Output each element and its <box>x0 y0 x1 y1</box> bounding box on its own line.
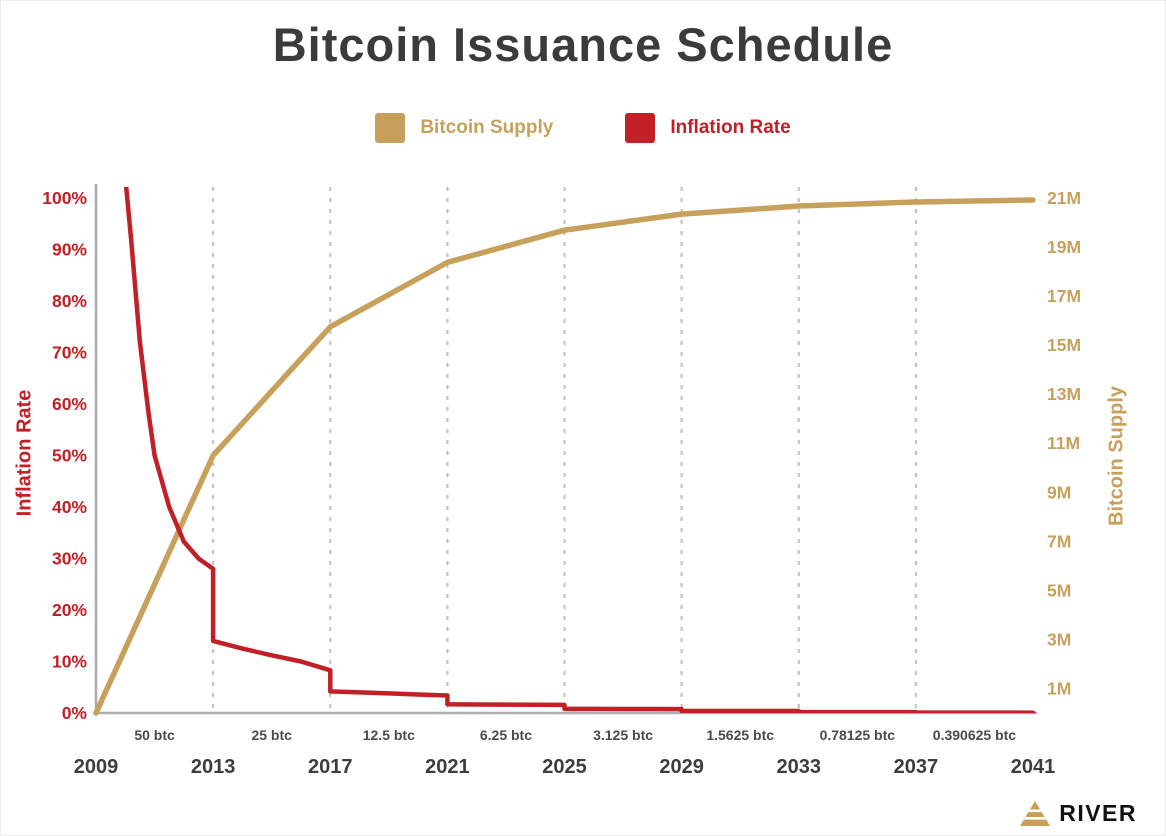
right-tick-label: 11M <box>1047 433 1080 453</box>
left-tick-label: 10% <box>52 652 87 672</box>
reward-labels: 50 btc 25 btc 12.5 btc 6.25 btc 3.125 btc 1.5… <box>134 727 1016 743</box>
left-tick-label: 100% <box>42 188 87 208</box>
halving-gridlines <box>212 187 917 712</box>
river-logo-icon <box>1020 801 1051 826</box>
inflation-line <box>123 187 1036 713</box>
right-tick-label: 7M <box>1047 531 1071 551</box>
x-tick-label: 2013 <box>191 756 236 778</box>
supply-legend-swatch <box>375 113 406 143</box>
x-tick-label: 2009 <box>74 756 119 778</box>
right-tick-label: 5M <box>1047 580 1071 600</box>
right-tick-label: 15M <box>1047 335 1081 355</box>
left-tick-label: 30% <box>52 549 87 569</box>
reward-label: 0.78125 btc <box>820 727 896 743</box>
axis-lines <box>94 184 1037 715</box>
reward-label: 1.5625 btc <box>706 727 774 743</box>
chart-title: Bitcoin Issuance Schedule <box>272 18 894 71</box>
left-tick-label: 70% <box>52 343 87 363</box>
x-tick-label: 2021 <box>425 756 470 778</box>
river-logo-text: RIVER <box>1059 800 1137 826</box>
right-tick-label: 13M <box>1047 384 1081 404</box>
reward-label: 12.5 btc <box>363 727 415 743</box>
inflation-legend-label: Inflation Rate <box>670 117 791 138</box>
supply-line <box>93 197 1036 716</box>
left-tick-label: 0% <box>62 703 88 723</box>
x-tick-label: 2017 <box>308 756 353 778</box>
right-tick-label: 3M <box>1047 629 1071 649</box>
x-tick-label: 2029 <box>659 756 704 778</box>
supply-legend-label: Bitcoin Supply <box>420 117 554 138</box>
left-axis-ticks: 100% 90% 80% 70% 60% 50% 40% 30% 20% 10% 0% <box>42 188 87 723</box>
legend-item-supply: Bitcoin Supply <box>375 113 553 143</box>
reward-label: 3.125 btc <box>593 727 653 743</box>
river-logo: RIVER <box>1020 800 1137 827</box>
reward-label: 25 btc <box>251 727 292 743</box>
x-axis-ticks: 2009 2013 2017 2021 2025 2029 2033 2037 2041 <box>74 756 1056 778</box>
left-tick-label: 80% <box>52 291 87 311</box>
right-axis-ticks: 21M 19M 17M 15M 13M 11M 9M 7M 5M 3M 1M <box>1047 188 1081 698</box>
left-tick-label: 60% <box>52 394 87 414</box>
left-tick-label: 20% <box>52 600 87 620</box>
reward-label: 50 btc <box>134 727 175 743</box>
reward-label: 6.25 btc <box>480 727 532 743</box>
right-tick-label: 19M <box>1047 237 1081 257</box>
right-tick-label: 17M <box>1047 286 1081 306</box>
left-tick-label: 50% <box>52 446 87 466</box>
left-tick-label: 40% <box>52 497 87 517</box>
x-tick-label: 2041 <box>1011 756 1056 778</box>
inflation-legend-swatch <box>625 113 656 143</box>
legend: Bitcoin Supply Inflation Rate <box>1 113 1165 143</box>
right-tick-label: 21M <box>1047 188 1081 208</box>
left-tick-label: 90% <box>52 240 87 260</box>
right-tick-label: 1M <box>1047 678 1071 698</box>
legend-item-inflation: Inflation Rate <box>625 113 791 143</box>
x-tick-label: 2037 <box>894 756 939 778</box>
right-tick-label: 9M <box>1047 482 1071 502</box>
x-tick-label: 2025 <box>542 756 587 778</box>
reward-label: 0.390625 btc <box>933 727 1016 743</box>
x-tick-label: 2033 <box>777 756 822 778</box>
